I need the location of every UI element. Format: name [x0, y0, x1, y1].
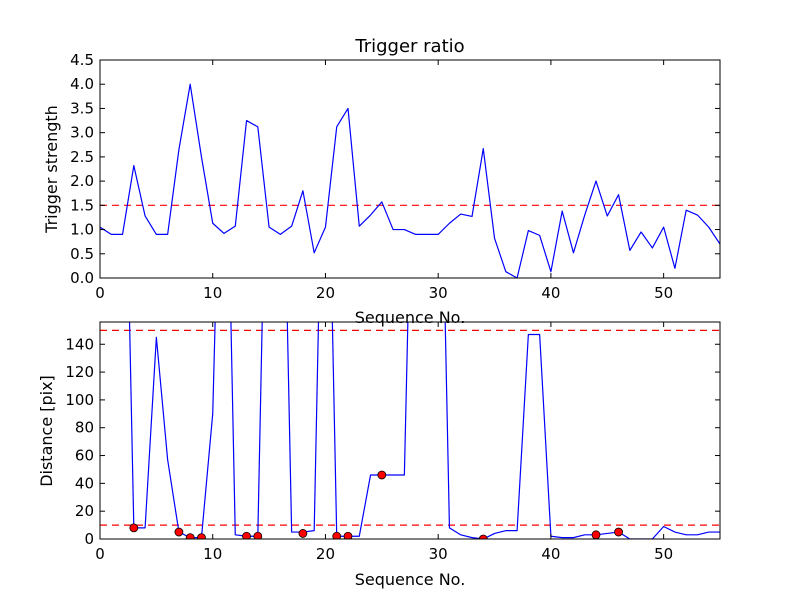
- y-tick-label: 4.5: [70, 51, 94, 69]
- plot-frame: [99, 321, 721, 540]
- y-tick-label: 0.0: [70, 269, 94, 287]
- data-marker: [253, 531, 263, 539]
- y-tick-label: 0.5: [70, 245, 94, 263]
- x-tick-label: 50: [654, 284, 673, 302]
- plot-frame: [99, 59, 721, 279]
- y-tick-label: 3.5: [70, 99, 94, 117]
- data-marker: [197, 533, 206, 539]
- y-tick-label: 40: [75, 474, 94, 492]
- chart-title: Trigger ratio: [354, 36, 464, 57]
- x-tick-label: 30: [429, 545, 448, 563]
- x-tick-label: 40: [541, 284, 560, 302]
- series-line: [100, 83, 720, 278]
- y-tick-label: 2.5: [70, 148, 94, 166]
- y-tick-label: 1.0: [70, 221, 94, 239]
- x-tick-label: 50: [654, 545, 673, 563]
- y-tick-label: 4.0: [70, 75, 94, 93]
- y-tick-label: 120: [65, 363, 94, 381]
- y-tick-label: 80: [75, 419, 94, 437]
- x-tick-label: 0: [95, 545, 105, 563]
- x-axis-label: Sequence No.: [355, 570, 466, 589]
- y-tick-label: 60: [75, 447, 94, 465]
- y-axis-label: Distance [pix]: [37, 375, 56, 487]
- y-tick-label: 2.0: [70, 172, 94, 190]
- data-marker: [377, 470, 387, 480]
- y-tick-label: 100: [65, 391, 94, 409]
- distance-chart: Sequence No. Distance [pix] 0 10 20 30 40 50 0…: [37, 321, 721, 589]
- data-marker: [343, 531, 353, 539]
- x-tick-label: 30: [429, 284, 448, 302]
- data-marker: [242, 531, 251, 539]
- y-tick-label: 3.0: [70, 124, 94, 142]
- data-marker: [185, 533, 195, 539]
- y-tick-label: 20: [75, 502, 94, 520]
- plot-area: [100, 322, 720, 539]
- data-marker: [174, 527, 184, 537]
- data-marker: [332, 531, 342, 539]
- x-tick-label: 40: [541, 545, 560, 563]
- data-marker: [129, 523, 139, 533]
- x-tick-label: 20: [316, 545, 335, 563]
- data-marker: [298, 529, 308, 538]
- y-tick-label: 140: [65, 335, 94, 353]
- x-axis-label: Sequence No.: [355, 308, 466, 327]
- series-line: [128, 322, 720, 539]
- y-tick-label: 1.5: [70, 196, 94, 214]
- x-tick-label: 20: [316, 284, 335, 302]
- trigger-ratio-chart: Trigger ratio Sequence No. Trigger stren…: [42, 36, 721, 327]
- y-tick-label: 0: [84, 530, 94, 548]
- x-tick-label: 10: [203, 545, 222, 563]
- y-axis-label: Trigger strength: [42, 105, 61, 234]
- data-marker: [478, 534, 488, 539]
- data-marker: [591, 530, 601, 539]
- x-tick-label: 10: [203, 284, 222, 302]
- plot-area: [100, 83, 720, 278]
- data-marker: [614, 527, 623, 537]
- x-tick-label: 0: [95, 284, 105, 302]
